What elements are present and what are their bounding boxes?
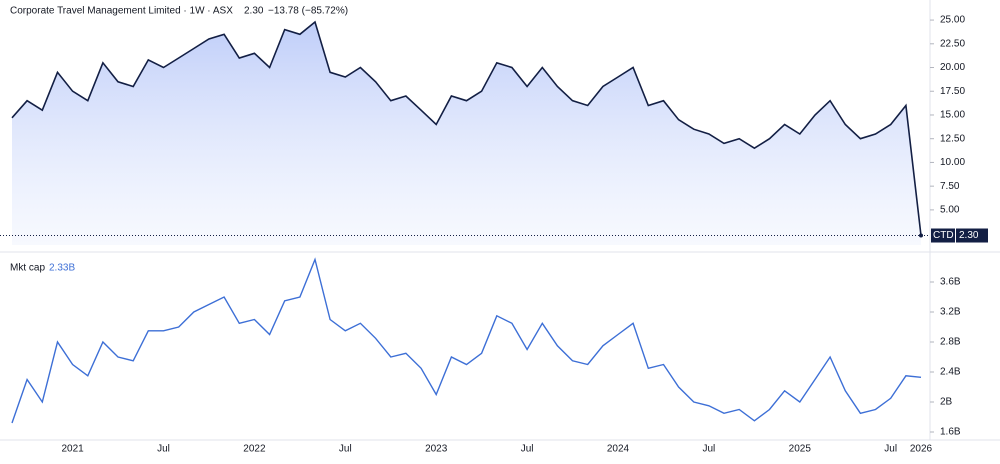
x-tick-label: Jul	[157, 444, 170, 455]
y-tick-label: 5.00	[940, 205, 960, 216]
y-tick-label: 2.8B	[940, 337, 961, 348]
price-line	[11, 20, 922, 236]
y-tick-label: 2B	[940, 397, 953, 408]
y-tick-label: 15.00	[940, 110, 965, 121]
y-tick-label: 3.2B	[940, 307, 961, 318]
mktcap-line	[11, 257, 922, 424]
symbol-box	[931, 228, 955, 243]
last-value-box	[956, 228, 988, 243]
y-tick-label: 25.00	[940, 15, 965, 26]
y-tick-label: 7.50	[940, 181, 960, 192]
x-tick-label: 2025	[789, 444, 812, 455]
x-tick-label: Jul	[884, 444, 897, 455]
mktcap-last: 2.33B	[49, 263, 75, 274]
x-tick-label: 2023	[425, 444, 448, 455]
x-tick-label: 2021	[61, 444, 84, 455]
chart-title: Corporate Travel Management Limited · 1W…	[10, 6, 233, 17]
x-tick-label: 2024	[607, 444, 630, 455]
last-price: 2.30	[244, 6, 264, 17]
area-fill	[12, 22, 921, 245]
y-tick-label: 1.6B	[940, 427, 961, 438]
mktcap-title: Mkt cap	[10, 263, 45, 274]
y-tick-label: 2.4B	[940, 367, 961, 378]
y-tick-label: 3.6B	[940, 277, 961, 288]
symbol-label: CTD	[933, 230, 954, 241]
y-tick-label: 22.50	[940, 38, 965, 49]
x-tick-label: Jul	[703, 444, 716, 455]
x-tick-label: Jul	[339, 444, 352, 455]
last-value-label: 2.30	[959, 230, 979, 241]
x-tick-label: Jul	[521, 444, 534, 455]
x-tick-label: 2022	[243, 444, 266, 455]
last-point	[919, 233, 923, 238]
y-tick-label: 10.00	[940, 157, 965, 168]
y-tick-label: 17.50	[940, 86, 965, 97]
x-tick-label: 2026	[910, 444, 933, 455]
y-tick-label: 20.00	[940, 62, 965, 73]
y-tick-label: 12.50	[940, 133, 965, 144]
price-change: −13.78 (−85.72%)	[268, 6, 348, 17]
